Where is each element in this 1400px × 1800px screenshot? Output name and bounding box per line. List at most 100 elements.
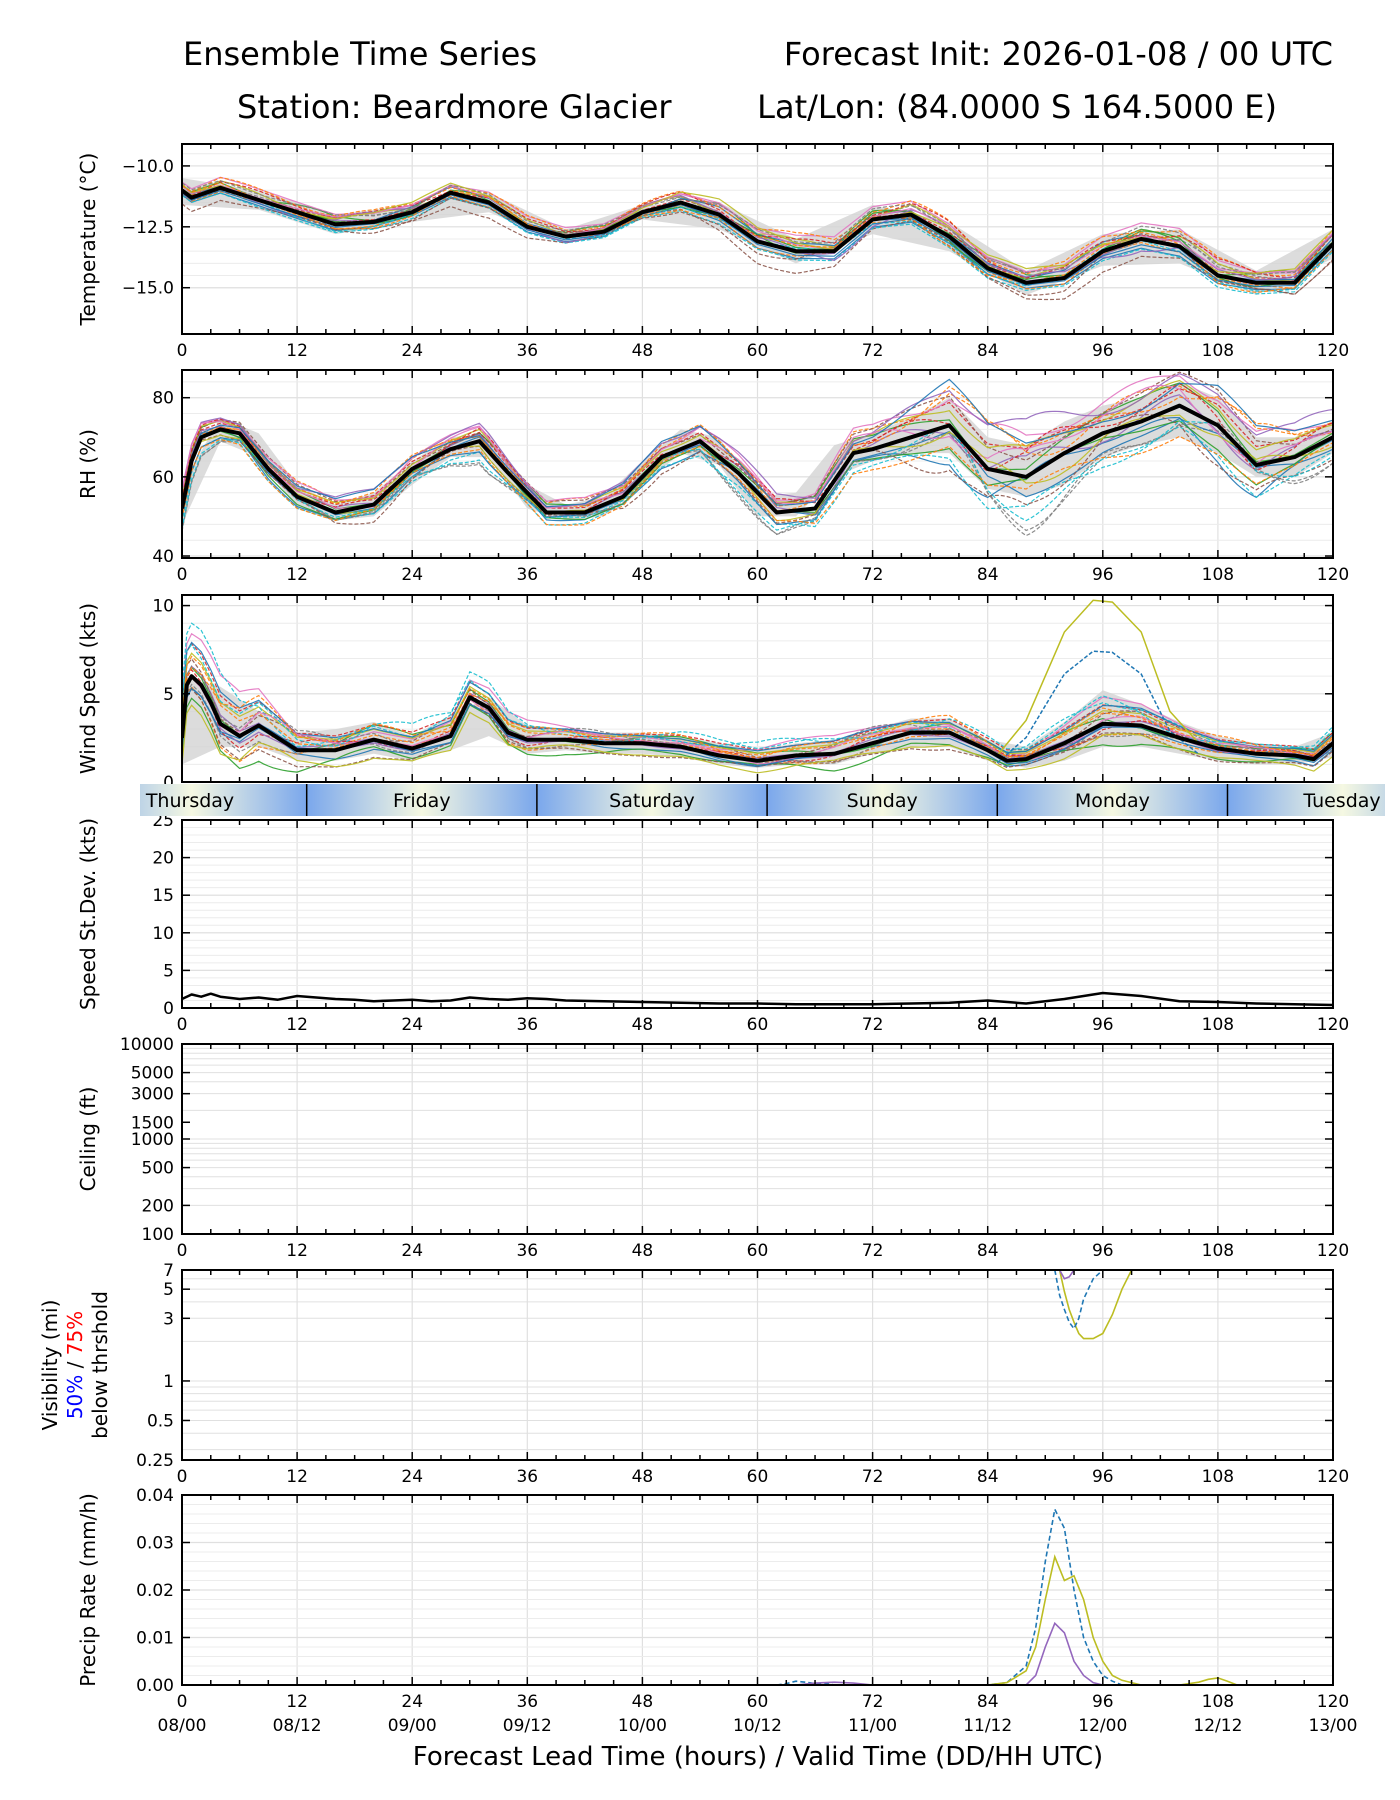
x-tick-label: 96 — [1092, 1467, 1114, 1487]
x-tick-label: 0 — [177, 1467, 188, 1487]
label-pct75: 75% — [63, 1311, 87, 1355]
ensemble-spread-band — [182, 178, 1333, 295]
y-tick-label: 0.5 — [147, 1411, 174, 1431]
ensemble-member-line — [182, 384, 1333, 510]
x-tick-label: 84 — [977, 341, 999, 361]
y-tick-label: 0.01 — [136, 1629, 174, 1649]
grid-precip_rate — [181, 1494, 1334, 1686]
ensemble-member-line — [182, 190, 1333, 290]
header-forecast-init: Forecast Init: 2026-01-08 / 00 UTC — [784, 35, 1333, 73]
x-axis-visibility: 0 12 24 36 48 60 72 84 96 108 120 — [177, 1270, 1349, 1487]
x-tick-label: 108 — [1202, 565, 1234, 585]
ensemble-member-line — [182, 413, 1333, 525]
y-axis-label: Temperature (°C) — [76, 153, 100, 327]
ensemble-member-line — [182, 435, 1333, 526]
y-tick-label: 40 — [152, 547, 174, 567]
x-axis-speed_stdev: 0 12 24 36 48 60 72 84 96 108 120 — [177, 820, 1349, 1035]
ensemble-mean-line — [182, 403, 1333, 515]
x-tick-date-label: 08/12 — [273, 1716, 322, 1736]
ensemble-member-line — [182, 375, 1333, 502]
ensemble-member-line — [182, 655, 1333, 758]
x-tick-date-label: 09/00 — [388, 1716, 437, 1736]
header-title: Ensemble Time Series — [183, 35, 537, 73]
x-tick-label: 36 — [516, 565, 538, 585]
x-tick-label: 12 — [286, 1015, 308, 1035]
header-station: Station: Beardmore Glacier — [237, 88, 672, 126]
x-tick-label: 120 — [1317, 1241, 1349, 1261]
y-axis-label: Ceiling (ft) — [76, 1087, 100, 1192]
x-tick-date-label: 11/00 — [848, 1716, 897, 1736]
x-tick-label: 108 — [1202, 1467, 1234, 1487]
y-tick-label: 15 — [152, 886, 174, 906]
y-axis-wind_speed: 0 5 10 — [152, 597, 1333, 793]
series-line-member-purple — [1058, 1270, 1075, 1280]
x-tick-label: 0 — [177, 1015, 188, 1035]
x-tick-label: 60 — [747, 565, 769, 585]
ensemble-member-line — [182, 192, 1333, 295]
y-tick-label: 7 — [163, 1261, 174, 1281]
x-tick-label: 24 — [401, 1692, 423, 1712]
y-axis-precip_rate: 0.00 0.01 0.02 0.03 0.04 — [136, 1486, 1333, 1696]
x-tick-label: 12 — [286, 1692, 308, 1712]
x-tick-label: 108 — [1202, 1241, 1234, 1261]
series-line-member-yellow — [987, 1554, 1238, 1685]
x-tick-label: 120 — [1317, 1692, 1349, 1712]
y-tick-label: 1 — [163, 1372, 174, 1392]
day-label-monday: Monday — [1075, 790, 1150, 812]
day-segment — [997, 784, 1228, 816]
plot-area-visibility — [1054, 1270, 1133, 1340]
day-band: Thursday Friday Saturday Sunday Monday Tuesda… — [0, 784, 1400, 816]
y-tick-label: 0.00 — [136, 1676, 174, 1696]
x-tick-date-label: 12/12 — [1193, 1716, 1242, 1736]
panel-temperature: 0 12 24 36 48 60 72 84 96 108 120 −10.0 −12.5 −15.0 Te… — [76, 143, 1349, 361]
day-segment — [306, 784, 537, 816]
x-axis-title: Forecast Lead Time (hours) / Valid Time … — [413, 1742, 1103, 1772]
ensemble-member-line — [182, 622, 1333, 754]
x-tick-label: 108 — [1202, 341, 1234, 361]
y-axis-label: Speed St.Dev. (kts) — [76, 818, 100, 1010]
ensemble-member-line — [182, 424, 1333, 536]
x-tick-label: 24 — [401, 1015, 423, 1035]
day-segment — [536, 784, 768, 816]
x-tick-label: 24 — [401, 341, 423, 361]
x-tick-label: 60 — [747, 1241, 769, 1261]
y-axis-label: RH (%) — [76, 429, 100, 499]
ensemble-member-line — [182, 666, 1333, 759]
x-tick-label: 36 — [516, 1241, 538, 1261]
day-label-saturday: Saturday — [609, 790, 695, 812]
header-latlon: Lat/Lon: (84.0000 S 164.5000 E) — [757, 88, 1277, 126]
ensemble-member-line — [182, 371, 1333, 505]
panel-precip-rate: 0 12 24 36 48 60 72 84 96 108 1200.000.010.020.030… — [76, 1486, 1349, 1712]
x-tick-label: 36 — [516, 341, 538, 361]
x-tick-label: 36 — [516, 1467, 538, 1487]
y-tick-label: 10 — [152, 597, 174, 617]
x-axis-ceiling: 0 12 24 36 48 60 72 84 96 108 120 — [177, 1044, 1349, 1261]
panel-visibility: 0 12 24 36 48 60 72 84 96 108 120 0.25 0.5 1 3 57 — [136, 1261, 1349, 1487]
x-tick-label: 84 — [977, 1015, 999, 1035]
day-segment — [767, 784, 998, 816]
x-tick-label: 48 — [632, 1015, 654, 1035]
plot-area-wind_speed — [182, 599, 1333, 774]
x-tick-date-label: 12/00 — [1078, 1716, 1127, 1736]
x-tick-label: 60 — [747, 1015, 769, 1035]
x-axis-rh: 0 12 24 36 48 60 72 84 96 108 120 — [177, 370, 1349, 585]
y-tick-label: 5 — [163, 685, 174, 705]
day-segment — [1227, 784, 1400, 816]
x-tick-label: 12 — [286, 1241, 308, 1261]
ensemble-member-line — [182, 704, 1333, 774]
series-line-member-purple — [795, 1621, 1103, 1685]
day-label-sunday: Sunday — [847, 790, 918, 812]
x-axis-precip_rate: 0 12 24 36 48 60 72 84 96 108 120 — [177, 1495, 1349, 1712]
x-tick-label: 0 — [177, 565, 188, 585]
grid-speed_stdev — [181, 819, 1334, 1009]
ensemble-mean-line — [182, 991, 1333, 1007]
ensemble-member-line — [182, 189, 1333, 296]
x-tick-label: 72 — [862, 1467, 884, 1487]
y-axis-label: Wind Speed (kts) — [76, 603, 100, 774]
x-tick-label: 84 — [977, 565, 999, 585]
x-tick-date-label: 13/00 — [1309, 1716, 1358, 1736]
day-label-thursday: Thursday — [145, 790, 234, 812]
x-tick-label: 48 — [632, 1692, 654, 1712]
y-tick-label: −10.0 — [122, 157, 174, 177]
y-tick-label: 60 — [152, 468, 174, 488]
